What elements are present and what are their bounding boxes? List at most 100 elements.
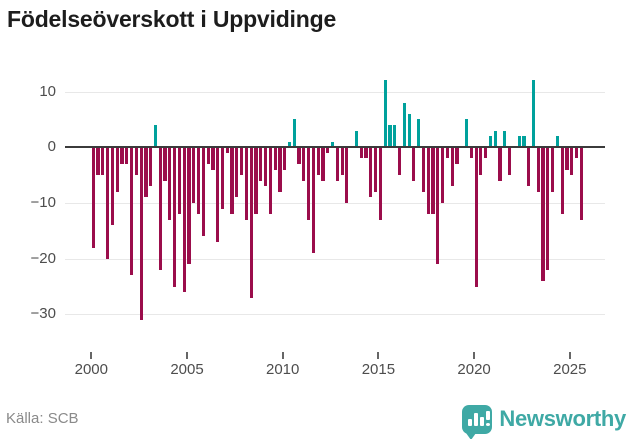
x-axis-zero-line bbox=[65, 146, 605, 149]
bar-2000-Q3 bbox=[101, 147, 105, 176]
bar-2010-Q3 bbox=[292, 119, 296, 148]
bar-2004-Q3 bbox=[177, 147, 182, 215]
chart-title: Födelseöverskott i Uppvidinge bbox=[7, 6, 337, 32]
bar-2003-Q3 bbox=[158, 147, 162, 270]
bar-2024-Q2 bbox=[555, 136, 560, 148]
bar-2013-Q4 bbox=[354, 130, 359, 148]
bar-2014-Q4 bbox=[374, 147, 378, 192]
bar-2024-Q4 bbox=[565, 147, 569, 170]
bar-2020-Q3 bbox=[484, 147, 488, 159]
bar-2022-Q2 bbox=[517, 136, 521, 148]
bar-2016-Q3 bbox=[407, 113, 411, 148]
bar-2014-Q2 bbox=[364, 147, 368, 159]
logo-bar-1 bbox=[468, 418, 473, 426]
bar-2008-Q3 bbox=[254, 147, 258, 215]
bar-2017-Q1 bbox=[417, 119, 421, 148]
bar-2023-Q2 bbox=[536, 147, 540, 192]
y-axis-label--30: −30 bbox=[30, 305, 56, 323]
x-axis-label-2025: 2025 bbox=[553, 361, 587, 378]
bar-2015-Q4 bbox=[393, 125, 397, 148]
bar-2007-Q1 bbox=[225, 147, 229, 153]
gridline-y--30 bbox=[65, 314, 605, 316]
bar-2012-Q1 bbox=[321, 147, 325, 181]
bar-2018-Q1 bbox=[436, 147, 440, 265]
y-axis-label--10: −10 bbox=[30, 194, 56, 211]
newsworthy-bar-chart-icon bbox=[462, 404, 493, 439]
bar-2000-Q2 bbox=[96, 147, 100, 176]
logo-exclamation-dot bbox=[486, 422, 491, 426]
bar-2002-Q4 bbox=[144, 147, 148, 198]
bar-2019-Q1 bbox=[455, 147, 459, 164]
bar-2011-Q3 bbox=[311, 147, 315, 254]
bar-2021-Q2 bbox=[498, 147, 502, 181]
bar-2025-Q1 bbox=[570, 147, 574, 176]
y-axis-label--20: −20 bbox=[30, 249, 56, 267]
logo-bar-3 bbox=[480, 416, 485, 426]
bar-2006-Q3 bbox=[216, 147, 220, 242]
y-axis-label-10: 10 bbox=[39, 82, 56, 100]
y-axis-label-0: 0 bbox=[47, 138, 56, 156]
bar-2002-Q1 bbox=[129, 147, 134, 276]
bar-2005-Q4 bbox=[201, 147, 205, 237]
x-axis-tick-2005 bbox=[186, 352, 188, 359]
bar-2010-Q4 bbox=[297, 147, 301, 164]
gridline-y--10 bbox=[65, 203, 605, 204]
bar-2021-Q3 bbox=[503, 130, 507, 148]
bar-2009-Q4 bbox=[278, 147, 282, 192]
bar-2025-Q2 bbox=[574, 147, 579, 159]
bar-2020-Q1 bbox=[474, 147, 478, 287]
bar-2025-Q3 bbox=[579, 147, 583, 220]
logo-exclamation-bar bbox=[486, 410, 491, 420]
bar-2003-Q1 bbox=[149, 147, 153, 187]
bar-2004-Q2 bbox=[173, 147, 177, 287]
bar-2011-Q1 bbox=[302, 147, 306, 181]
bar-2008-Q2 bbox=[249, 147, 253, 298]
bar-2020-Q4 bbox=[488, 136, 493, 148]
bar-2003-Q2 bbox=[153, 125, 158, 148]
bar-2024-Q3 bbox=[560, 147, 564, 215]
newsworthy-logo: Newsworthy bbox=[462, 401, 626, 439]
bar-2011-Q4 bbox=[316, 147, 320, 176]
bar-2013-Q2 bbox=[345, 147, 349, 203]
bar-2007-Q4 bbox=[240, 147, 244, 176]
x-axis-tick-2010 bbox=[281, 352, 284, 359]
bar-2017-Q4 bbox=[431, 147, 435, 215]
bar-2021-Q4 bbox=[507, 147, 512, 176]
bar-2022-Q4 bbox=[527, 147, 531, 187]
bar-2022-Q3 bbox=[522, 136, 526, 148]
bar-2005-Q1 bbox=[187, 147, 191, 265]
bar-2016-Q1 bbox=[397, 147, 402, 176]
bar-2003-Q4 bbox=[163, 147, 167, 181]
bar-2007-Q3 bbox=[235, 147, 239, 198]
gridline-y-10 bbox=[65, 91, 605, 93]
bar-2008-Q4 bbox=[259, 147, 263, 181]
bar-2012-Q2 bbox=[326, 147, 330, 153]
bar-2014-Q1 bbox=[359, 147, 363, 159]
bar-2012-Q3 bbox=[330, 141, 335, 148]
x-axis-label-2015: 2015 bbox=[361, 361, 396, 378]
bar-2017-Q2 bbox=[421, 147, 426, 192]
bar-2014-Q3 bbox=[369, 147, 373, 198]
bar-2010-Q2 bbox=[287, 141, 292, 148]
bar-2011-Q2 bbox=[307, 147, 311, 220]
bar-2004-Q4 bbox=[182, 147, 186, 293]
bar-2009-Q1 bbox=[263, 147, 268, 187]
x-axis-tick-2020 bbox=[473, 352, 476, 359]
bar-2020-Q2 bbox=[479, 147, 483, 176]
bar-2000-Q1 bbox=[91, 147, 95, 248]
x-axis-label-2005: 2005 bbox=[170, 361, 204, 378]
x-axis-label-2010: 2010 bbox=[266, 361, 300, 378]
x-axis-label-2000: 2000 bbox=[74, 361, 108, 378]
bar-2018-Q3 bbox=[445, 147, 449, 159]
bar-2005-Q2 bbox=[192, 147, 196, 203]
bar-2004-Q1 bbox=[168, 147, 172, 220]
bar-2007-Q2 bbox=[230, 147, 234, 215]
bar-2002-Q3 bbox=[139, 147, 143, 320]
bar-2015-Q1 bbox=[378, 147, 382, 220]
source-label: Källa: SCB bbox=[6, 410, 79, 427]
bar-2008-Q1 bbox=[244, 147, 248, 220]
bar-2006-Q2 bbox=[211, 147, 215, 170]
bar-2010-Q1 bbox=[283, 147, 287, 170]
